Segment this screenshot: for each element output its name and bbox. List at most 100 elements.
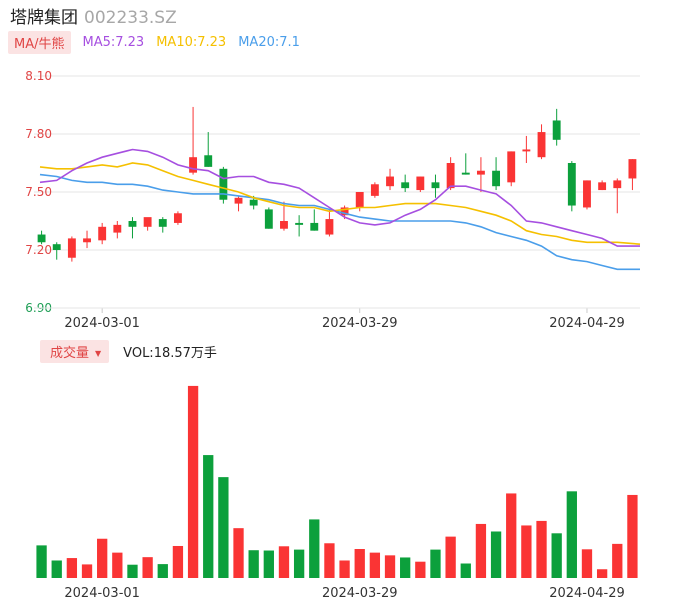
candle-down (37, 234, 46, 243)
candle-up (325, 219, 334, 235)
caret-down-icon: ▼ (95, 348, 102, 358)
ma10-line (39, 162, 641, 245)
volume-bar (430, 549, 441, 578)
stock-name: 塔牌集团 (10, 8, 78, 28)
candle-down (552, 120, 561, 140)
volume-bar (142, 557, 153, 578)
volume-bar (415, 561, 426, 578)
price-y-tick: 8.10 (25, 69, 52, 83)
candle-down (567, 163, 576, 206)
candle-up (446, 163, 455, 189)
candle-up (189, 157, 198, 173)
candle-up (173, 213, 182, 223)
candle-up (340, 207, 349, 216)
volume-bar (566, 491, 577, 578)
price-x-axis: 2024-03-01 2024-03-29 2024-04-29 (34, 307, 640, 331)
volume-bar (339, 560, 350, 578)
price-y-tick: 7.80 (25, 127, 52, 141)
candle-up (370, 184, 379, 196)
volume-bar (596, 569, 608, 578)
volume-bar (506, 493, 517, 578)
candle-down (264, 209, 273, 229)
volume-bar (551, 533, 562, 578)
candle-up (355, 192, 364, 208)
price-x-tick: 2024-03-01 (64, 316, 140, 331)
volume-bar (278, 546, 290, 578)
ma-indicator-button[interactable]: MA/牛熊 (8, 30, 71, 54)
volume-bar (354, 549, 365, 578)
volume-bar (445, 536, 456, 578)
candle-down (249, 199, 258, 206)
moving-average-lines (39, 148, 641, 271)
candle-up (598, 182, 607, 191)
volume-bar (112, 552, 123, 578)
volume-x-tick: 2024-04-29 (549, 586, 625, 601)
volume-bar (536, 520, 547, 578)
volume-x-tick: 2024-03-01 (64, 586, 140, 601)
price-x-tick: 2024-04-29 (549, 316, 625, 331)
candle-up (522, 149, 531, 152)
volume-bar (248, 550, 259, 578)
candle-down (492, 170, 501, 187)
candle-down (204, 155, 213, 167)
candle-down (219, 168, 228, 200)
price-y-tick: 7.20 (25, 243, 52, 257)
volume-bar (460, 563, 471, 578)
volume-x-tick: 2024-03-29 (322, 586, 398, 601)
volume-bar (521, 525, 532, 578)
candle-up (98, 226, 107, 241)
volume-indicator-label: 成交量 (50, 345, 90, 361)
volume-indicator-button[interactable]: 成交量 ▼ (40, 339, 110, 363)
volume-bar (263, 550, 274, 578)
volume-value: VOL:18.57万手 (123, 345, 217, 361)
candle-up (476, 170, 485, 175)
volume-bar (581, 549, 593, 578)
candle-up (416, 176, 425, 191)
candle-up (507, 151, 516, 183)
candle-down (52, 244, 61, 250)
volume-legend: 成交量 ▼ VOL:18.57万手 (40, 339, 217, 363)
candle-down (158, 219, 167, 227)
candle-up (83, 238, 91, 243)
candle-up (280, 221, 288, 229)
volume-bar (187, 385, 199, 578)
candle-down (295, 222, 304, 225)
candle-down (128, 221, 137, 227)
candle-up (613, 180, 622, 189)
candle-up (583, 180, 591, 208)
candle-up (67, 238, 76, 258)
ma10-legend: MA10:7.23 (156, 34, 227, 50)
volume-bar (66, 558, 78, 578)
volume-series (36, 385, 638, 578)
ma20-line (39, 173, 640, 271)
volume-bar (127, 564, 138, 578)
candlestick-series (37, 106, 637, 262)
volume-bar (400, 557, 411, 578)
candle-down (431, 182, 440, 189)
volume-bar (233, 528, 244, 578)
volume-bar (203, 455, 214, 578)
price-y-axis: 8.107.807.507.206.90 (25, 69, 52, 315)
candle-up (628, 159, 637, 179)
volume-bar (475, 523, 487, 578)
candle-down (310, 222, 319, 231)
volume-bar (627, 494, 638, 578)
candle-up (234, 197, 243, 204)
price-grid (34, 75, 640, 309)
candle-up (537, 132, 546, 158)
volume-bar (309, 519, 320, 578)
candle-down (461, 172, 470, 175)
candle-up (143, 217, 152, 227)
volume-bar (384, 555, 396, 578)
ma5-line (39, 148, 640, 247)
ma5-legend: MA5:7.23 (82, 34, 145, 50)
volume-bar (612, 543, 623, 578)
volume-x-axis: 2024-03-01 2024-03-29 2024-04-29 (64, 586, 624, 601)
ma-legend: MA/牛熊 MA5:7.23 MA10:7.23 MA20:7.1 (8, 30, 300, 54)
volume-bar (490, 531, 502, 578)
volume-bar (172, 545, 184, 578)
volume-bar (97, 538, 108, 578)
ma20-legend: MA20:7.1 (238, 34, 300, 50)
price-y-tick: 7.50 (25, 185, 52, 199)
